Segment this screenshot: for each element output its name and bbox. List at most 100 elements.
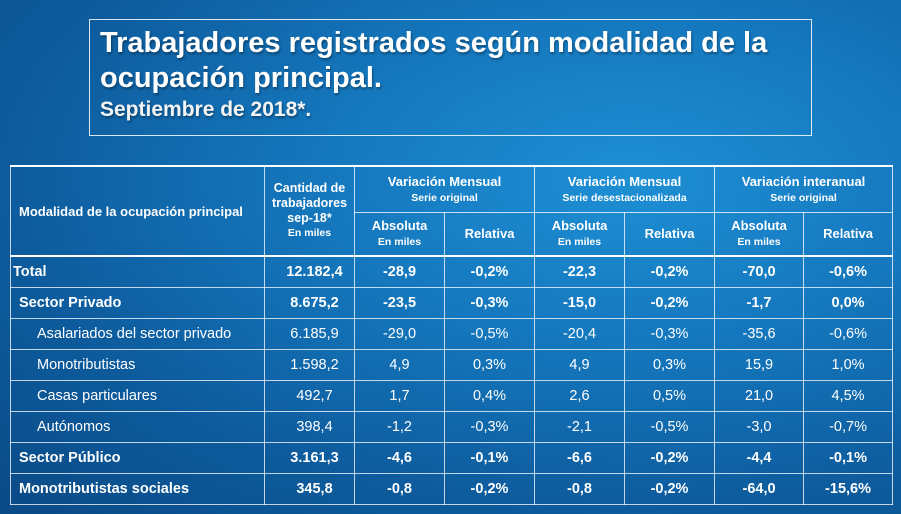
cell-cantidad: 492,7	[264, 379, 355, 412]
abs-unit: En miles	[377, 236, 422, 248]
cell-value: 21,0	[714, 379, 805, 412]
cell-value: -0,6%	[803, 317, 894, 350]
cell-value: -15,6%	[803, 472, 894, 505]
row-label: Monotributistas	[10, 348, 265, 381]
cell-cantidad: 398,4	[264, 410, 355, 443]
row-label: Asalariados del sector privado	[10, 317, 265, 350]
cell-cantidad: 1.598,2	[264, 348, 355, 381]
cell-value: -0,7%	[803, 410, 894, 443]
abs-unit: En miles	[737, 236, 781, 248]
cell-value: -1,7	[714, 286, 805, 319]
cell-value: 4,5%	[803, 379, 894, 412]
cell-value: -6,6	[534, 441, 625, 474]
slide-subtitle: Septiembre de 2018*.	[100, 98, 312, 121]
cell-value: -0,8	[534, 472, 625, 505]
cell-value: -15,0	[534, 286, 625, 319]
cell-value: -0,2%	[623, 441, 716, 474]
cell-value: -28,9	[354, 255, 445, 288]
cell-value: -0,2%	[444, 255, 535, 288]
cell-value: 0,3%	[444, 348, 535, 381]
header-absoluta: Absoluta En miles	[714, 212, 805, 257]
table-body: Total 12.182,4 -28,9 -0,2% -22,3 -0,2% -…	[10, 255, 894, 505]
cell-cantidad: 12.182,4	[264, 255, 355, 288]
data-table: Modalidad de la ocupación principal Cant…	[10, 165, 894, 505]
header-absoluta: Absoluta En miles	[354, 212, 445, 257]
cell-value: -0,6%	[803, 255, 894, 288]
header-relativa: Relativa	[623, 212, 716, 257]
cell-value: 4,9	[534, 348, 625, 381]
table-row-monotributistas: Monotributistas 1.598,2 4,9 0,3% 4,9 0,3…	[10, 348, 894, 381]
abs-unit: En miles	[557, 236, 602, 248]
cell-value: 0,4%	[444, 379, 535, 412]
header-cantidad-line3: sep-18*	[287, 211, 332, 225]
group-title: Variación Mensual	[567, 173, 682, 189]
header-relativa: Relativa	[803, 212, 894, 257]
header-cantidad-unit: En miles	[287, 227, 332, 239]
cell-value: -0,1%	[803, 441, 894, 474]
cell-value: -0,2%	[623, 472, 716, 505]
group-title: Variación interanual	[741, 173, 866, 189]
group-title: Variación Mensual	[387, 173, 502, 189]
table-header: Modalidad de la ocupación principal Cant…	[10, 165, 894, 257]
cell-value: -0,3%	[444, 286, 535, 319]
cell-value: -0,8	[354, 472, 445, 505]
table-row-monotributistas-sociales: Monotributistas sociales 345,8 -0,8 -0,2…	[10, 472, 894, 505]
cell-cantidad: 345,8	[264, 472, 355, 505]
table-row-sector-publico: Sector Público 3.161,3 -4,6 -0,1% -6,6 -…	[10, 441, 894, 474]
cell-value: -4,6	[354, 441, 445, 474]
title-box: Trabajadores registrados según modalidad…	[89, 19, 812, 136]
header-cantidad-line1: Cantidad de	[273, 181, 346, 195]
cell-value: -4,4	[714, 441, 805, 474]
cell-value: -20,4	[534, 317, 625, 350]
cell-value: -64,0	[714, 472, 805, 505]
abs-label: Absoluta	[551, 218, 608, 233]
table-row-total: Total 12.182,4 -28,9 -0,2% -22,3 -0,2% -…	[10, 255, 894, 288]
cell-value: 0,0%	[803, 286, 894, 319]
cell-value: 2,6	[534, 379, 625, 412]
header-group-mensual-desest: Variación Mensual Serie desestacionaliza…	[533, 165, 716, 213]
cell-value: -0,2%	[623, 255, 716, 288]
cell-value: -0,2%	[444, 472, 535, 505]
group-subtitle: Serie original	[770, 191, 837, 204]
abs-label: Absoluta	[371, 218, 428, 233]
row-label: Sector Privado	[10, 286, 265, 319]
cell-value: -70,0	[714, 255, 805, 288]
header-cantidad-line2: trabajadores	[271, 196, 348, 210]
cell-cantidad: 6.185,9	[264, 317, 355, 350]
header-modalidad: Modalidad de la ocupación principal	[10, 165, 265, 257]
table-row-sector-privado: Sector Privado 8.675,2 -23,5 -0,3% -15,0…	[10, 286, 894, 319]
cell-value: -23,5	[354, 286, 445, 319]
cell-value: -0,2%	[623, 286, 716, 319]
cell-value: -29,0	[354, 317, 445, 350]
cell-value: -0,5%	[623, 410, 716, 443]
row-label: Sector Público	[10, 441, 265, 474]
table-row-autonomos: Autónomos 398,4 -1,2 -0,3% -2,1 -0,5% -3…	[10, 410, 894, 443]
cell-cantidad: 3.161,3	[264, 441, 355, 474]
row-label: Monotributistas sociales	[10, 472, 265, 505]
cell-value: -3,0	[714, 410, 805, 443]
table-row-casas-particulares: Casas particulares 492,7 1,7 0,4% 2,6 0,…	[10, 379, 894, 412]
cell-value: 1,7	[354, 379, 445, 412]
table-row-asalariados: Asalariados del sector privado 6.185,9 -…	[10, 317, 894, 350]
cell-value: 0,5%	[623, 379, 716, 412]
header-absoluta: Absoluta En miles	[534, 212, 625, 257]
cell-cantidad: 8.675,2	[264, 286, 355, 319]
header-cantidad: Cantidad de trabajadores sep-18* En mile…	[264, 165, 355, 257]
cell-value: 15,9	[714, 348, 805, 381]
slide-title: Trabajadores registrados según modalidad…	[100, 27, 768, 94]
group-subtitle: Serie original	[411, 191, 478, 204]
group-subtitle: Serie desestacionalizada	[562, 191, 687, 204]
cell-value: -0,3%	[444, 410, 535, 443]
header-relativa: Relativa	[444, 212, 535, 257]
cell-value: -0,3%	[623, 317, 716, 350]
row-label: Casas particulares	[10, 379, 265, 412]
cell-value: -0,5%	[444, 317, 535, 350]
header-group-mensual-original: Variación Mensual Serie original	[354, 165, 535, 213]
cell-value: -22,3	[534, 255, 625, 288]
cell-value: 1,0%	[803, 348, 894, 381]
cell-value: -0,1%	[444, 441, 535, 474]
row-label: Autónomos	[10, 410, 265, 443]
row-label: Total	[10, 255, 265, 288]
cell-value: -35,6	[714, 317, 805, 350]
header-group-interanual: Variación interanual Serie original	[714, 165, 894, 213]
